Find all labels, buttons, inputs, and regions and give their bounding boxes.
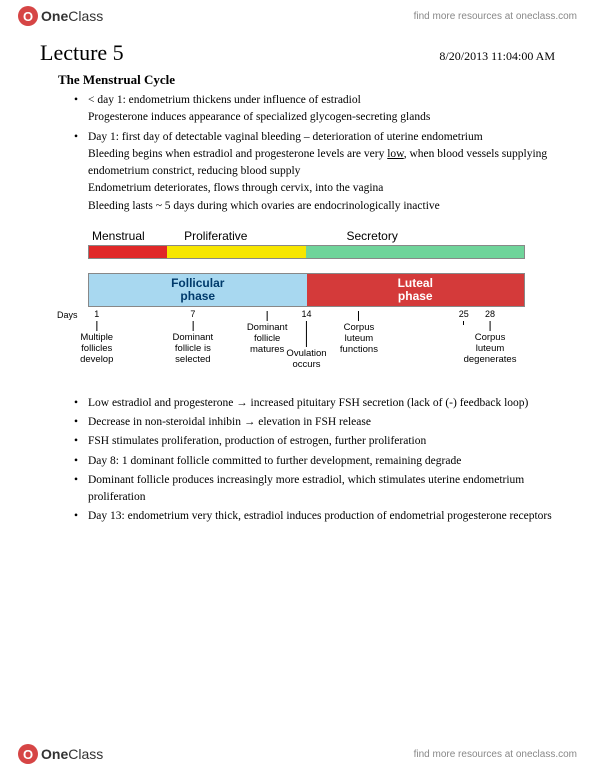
bullet-item: FSH stimulates proliferation, production…: [74, 433, 555, 450]
page-footer: O OneClass find more resources at onecla…: [0, 738, 595, 770]
bar-segment: [306, 246, 524, 258]
bullet-text: Bleeding lasts ~ 5 days during which ova…: [88, 200, 440, 212]
top-bullets: < day 1: endometrium thickens under infl…: [74, 92, 555, 215]
datetime: 8/20/2013 11:04:00 AM: [439, 49, 555, 64]
ovarian-bar: Days FollicularphaseLutealphase: [88, 273, 525, 307]
bar-segment: [89, 246, 167, 258]
day-tick: Corpusluteumfunctions: [340, 309, 378, 356]
phase-segment: Follicularphase: [89, 274, 307, 306]
days-axis-label: Days: [57, 310, 78, 320]
logo-icon: O: [18, 744, 38, 764]
logo-text: OneClass: [41, 746, 103, 762]
bullet-item: Decrease in non-steroidal inhibin → elev…: [74, 414, 555, 431]
bullet-text: < day 1: endometrium thickens under infl…: [88, 94, 361, 106]
phase-label: Menstrual: [88, 229, 184, 243]
brand-logo: O OneClass: [18, 6, 103, 26]
top-phase-labels: Menstrual Proliferative Secretory: [88, 229, 525, 243]
bullet-text: Day 1: first day of detectable vaginal b…: [88, 131, 483, 143]
section-title: The Menstrual Cycle: [58, 72, 555, 88]
cycle-diagram: Menstrual Proliferative Secretory Days F…: [88, 229, 525, 379]
ticks-row: 1Multiplefolliclesdevelop7Dominantfollic…: [88, 309, 525, 379]
document-body: Lecture 5 8/20/2013 11:04:00 AM The Mens…: [0, 32, 595, 526]
day-tick: 14Ovulationoccurs: [286, 309, 326, 371]
bullet-item: Dominant follicle produces increasingly …: [74, 472, 555, 507]
bar-segment: [167, 246, 306, 258]
bullet-text: Bleeding begins when estradiol and proge…: [88, 148, 547, 177]
bullet-item: Low estradiol and progesterone → increas…: [74, 395, 555, 412]
find-resources-link-bottom[interactable]: find more resources at oneclass.com: [414, 749, 577, 760]
brand-logo-footer: O OneClass: [18, 744, 103, 764]
logo-icon: O: [18, 6, 38, 26]
bullet-text: Endometrium deteriorates, flows through …: [88, 182, 383, 194]
bullet-text: Progesterone induces appearance of speci…: [88, 111, 430, 123]
bullet-item: Day 8: 1 dominant follicle committed to …: [74, 453, 555, 470]
day-tick: 7Dominantfollicle isselected: [173, 309, 214, 366]
phase-label: Secretory: [306, 229, 525, 243]
bullet-item: Day 13: endometrium very thick, estradio…: [74, 508, 555, 525]
page-header: O OneClass find more resources at onecla…: [0, 0, 595, 32]
title-row: Lecture 5 8/20/2013 11:04:00 AM: [40, 40, 555, 66]
day-tick: 1Multiplefolliclesdevelop: [80, 309, 113, 366]
bullet-item: Day 1: first day of detectable vaginal b…: [74, 129, 555, 215]
bullet-item: < day 1: endometrium thickens under infl…: [74, 92, 555, 127]
day-tick: Dominantfolliclematures: [247, 309, 288, 356]
phase-segment: Lutealphase: [307, 274, 525, 306]
lecture-title: Lecture 5: [40, 40, 124, 66]
phase-label: Proliferative: [184, 229, 306, 243]
endometrial-bar: [88, 245, 525, 259]
logo-text: OneClass: [41, 8, 103, 24]
find-resources-link-top[interactable]: find more resources at oneclass.com: [414, 11, 577, 22]
bottom-bullets: Low estradiol and progesterone → increas…: [74, 395, 555, 526]
day-tick: 28Corpusluteumdegenerates: [464, 309, 517, 366]
